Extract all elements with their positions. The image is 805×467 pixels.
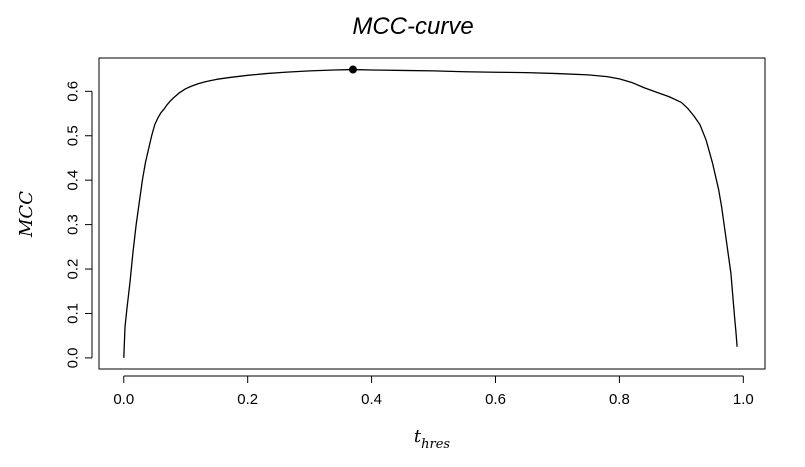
y-tick-label: 0.2	[65, 259, 82, 280]
x-axis-label-subscript: hres	[421, 437, 450, 452]
x-tick-label: 0.0	[113, 391, 134, 408]
x-axis: 0.0 0.2 0.4 0.6 0.8 1.0	[113, 375, 754, 408]
x-tick-label: 0.6	[485, 391, 506, 408]
y-tick-label: 0.0	[65, 347, 82, 368]
x-axis-label-main: t	[414, 426, 422, 447]
y-tick-label: 0.4	[65, 170, 82, 191]
x-tick-label: 0.8	[609, 391, 630, 408]
x-tick-label: 0.2	[237, 391, 258, 408]
plot-frame	[98, 57, 766, 370]
x-axis-label: thres	[414, 426, 451, 452]
y-tick-label: 0.1	[65, 303, 82, 324]
y-tick-label: 0.6	[65, 81, 82, 102]
y-tick-label: 0.5	[65, 125, 82, 146]
series-line-mcc	[123, 68, 738, 358]
y-axis-label: MCC	[16, 191, 37, 238]
x-tick-label: 1.0	[733, 391, 754, 408]
max-mcc-point	[349, 65, 358, 74]
chart-title: MCC-curve	[352, 13, 473, 40]
x-tick-label: 0.4	[361, 391, 382, 408]
y-axis: 0.0 0.1 0.2 0.3 0.4 0.5 0.6	[65, 81, 93, 368]
y-tick-label: 0.3	[65, 214, 82, 235]
